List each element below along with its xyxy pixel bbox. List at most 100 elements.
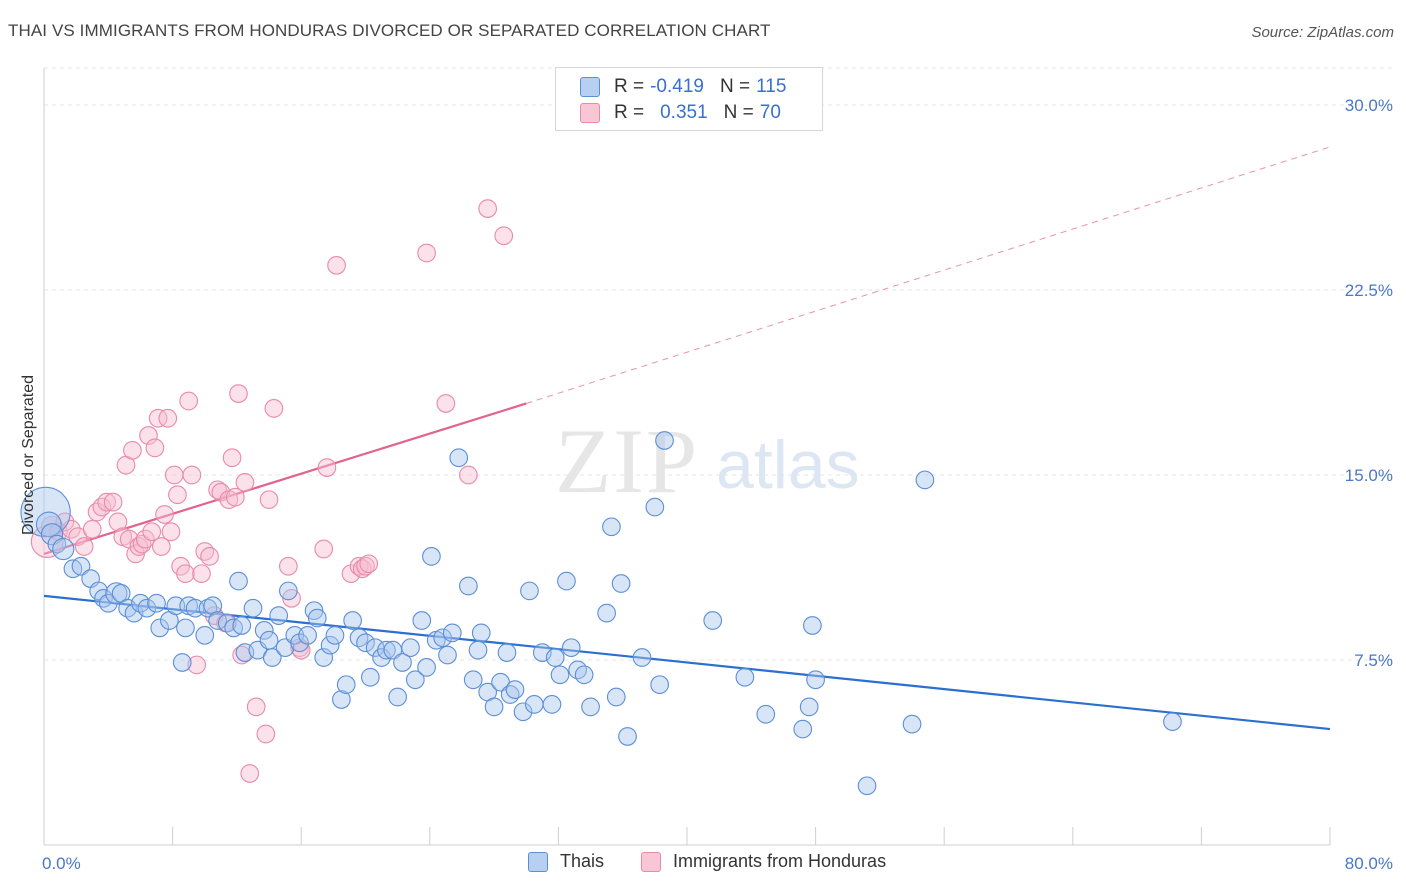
chart-title: THAI VS IMMIGRANTS FROM HONDURAS DIVORCE… xyxy=(8,21,771,40)
thai-point-68 xyxy=(433,628,453,648)
thai-point-97 xyxy=(611,574,631,593)
honduras-point-25 xyxy=(151,537,171,556)
thai-point-51 xyxy=(336,675,356,695)
correlation-legend: R = -0.419 N = 115 R = 0.351 N = 70 xyxy=(555,67,823,131)
thai-point-22 xyxy=(176,618,195,638)
honduras-point-46 xyxy=(229,384,248,403)
honduras-point-65 xyxy=(359,554,379,574)
honduras-point-34 xyxy=(182,465,202,485)
thai-point-94 xyxy=(597,603,616,623)
thai-point-75 xyxy=(471,623,491,643)
grid-lines xyxy=(44,67,1392,661)
thai-point-113 xyxy=(1163,712,1182,732)
thai-points xyxy=(20,431,1182,796)
honduras-point-30 xyxy=(168,485,187,505)
source-label: Source: ZipAtlas.com xyxy=(1251,24,1394,41)
thai-point-60 xyxy=(388,687,408,707)
honduras-point-63 xyxy=(352,559,372,579)
thai-point-40 xyxy=(275,638,295,658)
thai-point-11 xyxy=(105,582,128,605)
thai-point-91 xyxy=(568,660,588,680)
thai-point-26 xyxy=(198,598,218,618)
honduras-point-21 xyxy=(139,426,158,445)
thai-point-111 xyxy=(902,714,922,734)
honduras-point-49 xyxy=(240,764,260,783)
thai-point-77 xyxy=(484,697,504,717)
thai-point-81 xyxy=(505,680,525,699)
legend-n-value: 70 xyxy=(759,102,781,123)
thai-point-34 xyxy=(243,598,263,618)
thai-point-106 xyxy=(793,719,813,739)
thai-point-73 xyxy=(463,670,483,690)
thai-point-101 xyxy=(650,675,670,695)
thai-point-10 xyxy=(98,593,118,613)
thai-point-6 xyxy=(71,556,91,576)
thai-point-74 xyxy=(468,640,488,660)
honduras-point-19 xyxy=(132,534,152,554)
thai-point-54 xyxy=(356,633,375,653)
x-tick-label-1: 80.0% xyxy=(1345,854,1393,873)
honduras-legend-swatch xyxy=(641,851,661,872)
honduras-trend-line xyxy=(43,402,527,555)
thai-point-62 xyxy=(401,638,420,658)
honduras-point-33 xyxy=(179,391,199,411)
y-tick-label-3: 30.0% xyxy=(1345,96,1393,115)
thai-swatch xyxy=(580,77,600,97)
thai-point-99 xyxy=(632,648,652,667)
honduras-point-60 xyxy=(327,255,346,275)
series-legend: Thais Immigrants from Honduras xyxy=(0,851,1406,877)
thai-point-93 xyxy=(581,697,600,717)
honduras-point-18 xyxy=(129,537,149,556)
honduras-point-54 xyxy=(278,556,298,576)
thai-point-31 xyxy=(229,571,248,591)
honduras-point-44 xyxy=(222,448,242,468)
thai-point-82 xyxy=(513,702,533,722)
honduras-points xyxy=(30,199,514,783)
thai-point-47 xyxy=(314,648,334,667)
honduras-point-10 xyxy=(97,492,117,512)
thai-point-108 xyxy=(803,616,822,635)
thai-point-66 xyxy=(422,547,441,566)
thai-point-52 xyxy=(343,611,362,630)
thai-point-72 xyxy=(459,576,478,596)
thai-point-61 xyxy=(393,653,412,672)
legend-n-value: 115 xyxy=(756,76,787,97)
thai-point-95 xyxy=(602,517,621,537)
thai-point-39 xyxy=(269,606,289,625)
thai-point-15 xyxy=(131,593,150,613)
legend-r-label: R = xyxy=(614,76,645,97)
legend-label-honduras: Immigrants from Honduras xyxy=(673,851,887,871)
honduras-point-12 xyxy=(108,512,128,532)
thai-point-58 xyxy=(377,640,396,660)
thai-point-18 xyxy=(150,618,170,638)
honduras-point-64 xyxy=(356,556,375,576)
thai-point-103 xyxy=(703,611,723,630)
y-tick-label-2: 22.5% xyxy=(1345,281,1393,300)
thai-point-88 xyxy=(550,665,570,685)
thai-point-102 xyxy=(655,431,674,450)
legend-item-thais[interactable]: Thais xyxy=(528,851,604,872)
trend-lines xyxy=(43,146,1331,731)
honduras-point-7 xyxy=(82,519,102,539)
legend-item-honduras[interactable]: Immigrants from Honduras xyxy=(641,851,886,872)
thai-point-112 xyxy=(915,470,935,490)
thai-point-64 xyxy=(412,611,432,630)
thai-point-104 xyxy=(735,667,755,687)
thai-point-20 xyxy=(166,596,186,616)
thai-point-49 xyxy=(325,625,345,645)
legend-n-label: N = xyxy=(719,76,751,97)
thai-point-32 xyxy=(232,616,252,635)
honduras-point-36 xyxy=(192,564,211,584)
x-tick-label-0: 0.0% xyxy=(42,854,81,873)
thai-point-53 xyxy=(349,628,369,648)
honduras-point-52 xyxy=(259,490,279,510)
thai-point-86 xyxy=(542,695,562,714)
thai-point-38 xyxy=(262,648,282,667)
thai-point-27 xyxy=(203,596,223,616)
thai-point-4 xyxy=(52,537,75,561)
thai-legend-swatch xyxy=(528,851,548,872)
thai-point-50 xyxy=(332,690,351,709)
thai-point-87 xyxy=(545,648,565,667)
thai-point-109 xyxy=(806,670,825,690)
